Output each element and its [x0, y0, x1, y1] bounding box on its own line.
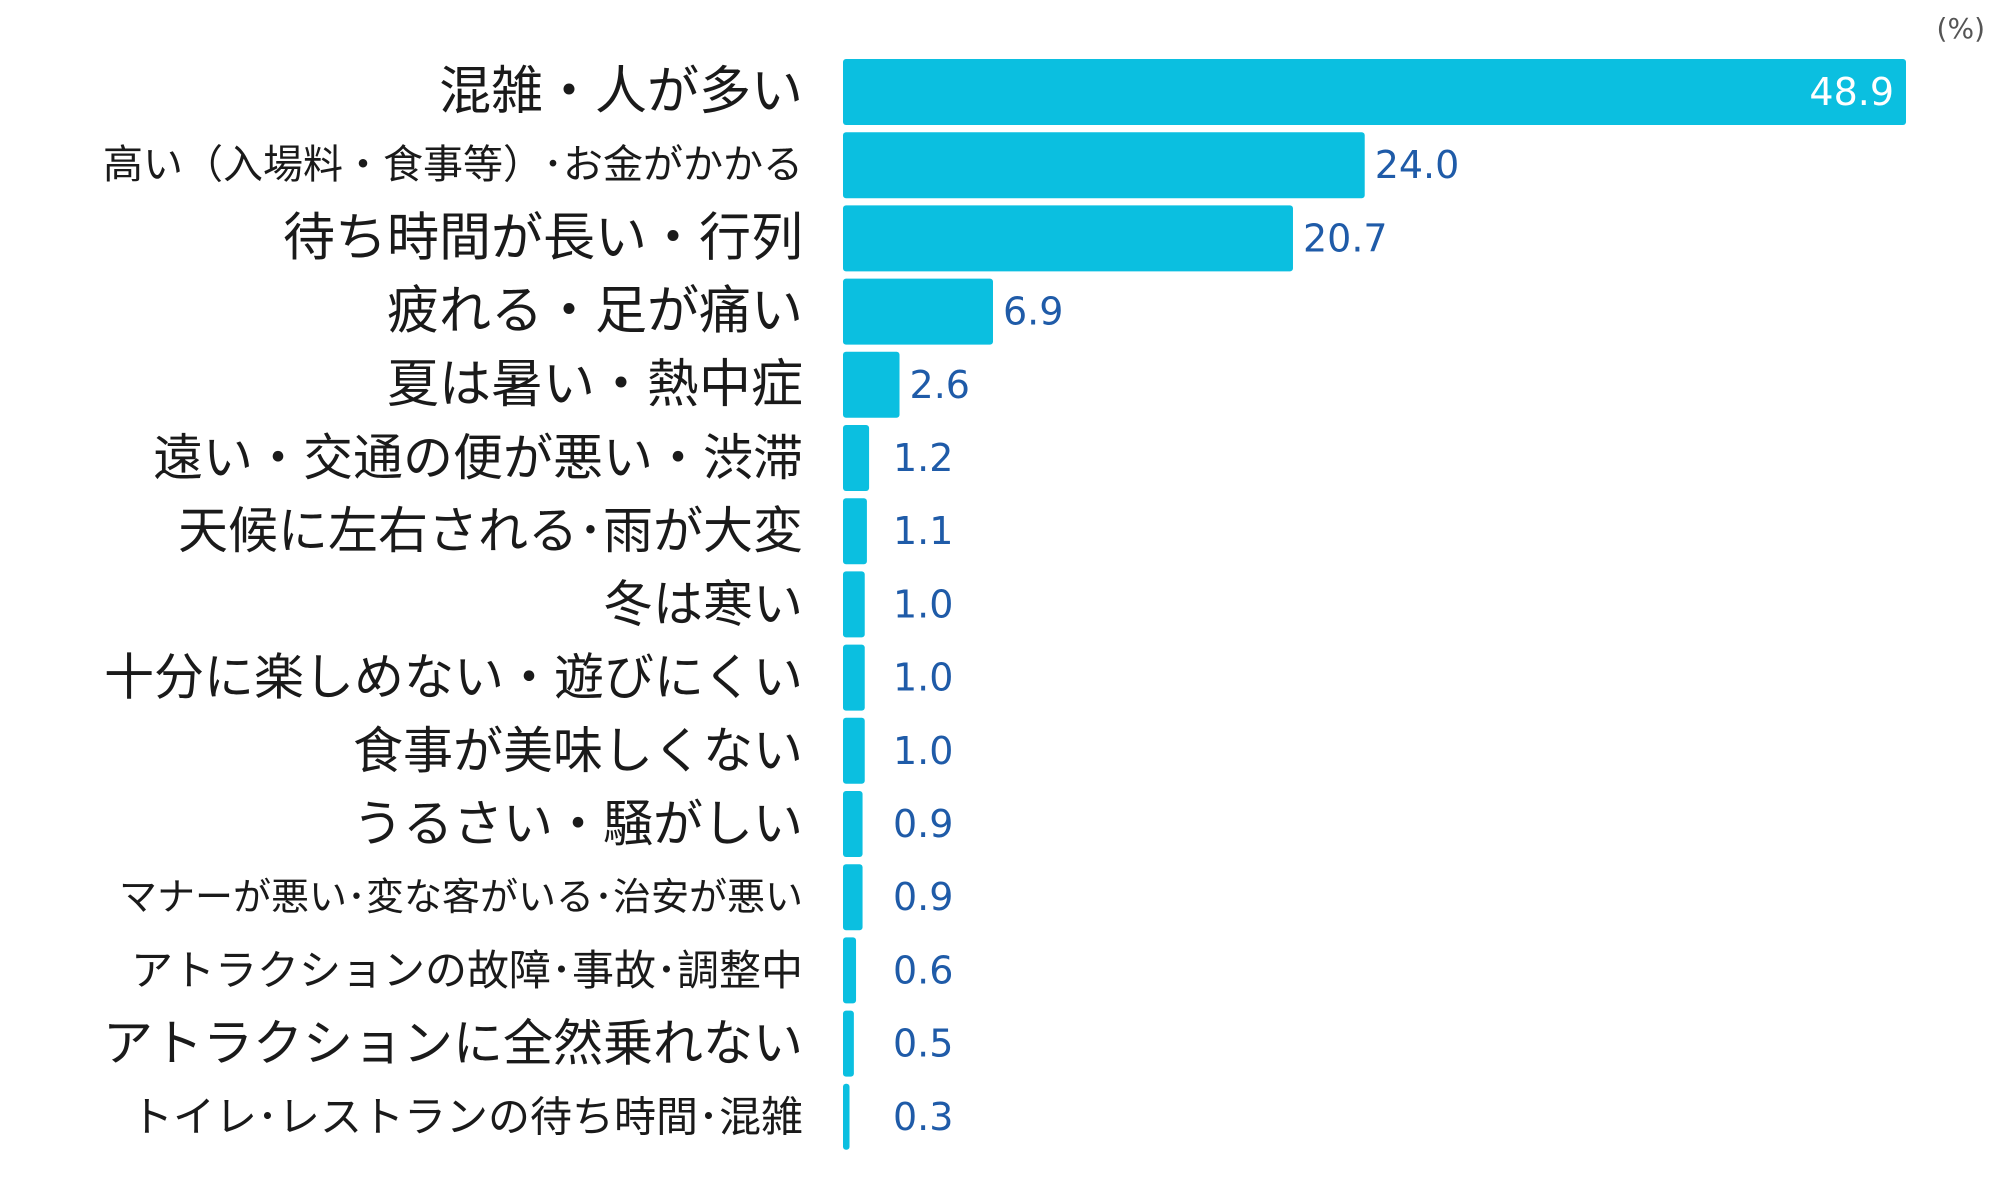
- bars: [843, 59, 1906, 1150]
- category-labels: 混雑・人が多い高い（入場料・食事等）･お金がかかる待ち時間が長い・行列疲れる・足…: [103, 62, 803, 1141]
- category-label: 冬は寒い: [603, 575, 803, 633]
- value-label: 0.5: [893, 1022, 953, 1066]
- category-label: 天候に左右される･雨が大変: [178, 502, 803, 560]
- category-label: 待ち時間が長い・行列: [283, 208, 803, 268]
- category-label: 遠い・交通の便が悪い・渋滞: [153, 429, 803, 487]
- bar: [843, 278, 993, 345]
- bar: [843, 205, 1293, 272]
- bar: [843, 132, 1365, 199]
- category-label: 食事が美味しくない: [353, 722, 803, 780]
- bar: [843, 1010, 854, 1077]
- category-label: 疲れる・足が痛い: [387, 282, 803, 342]
- value-label: 20.7: [1303, 216, 1388, 260]
- value-label: 0.6: [893, 948, 953, 992]
- value-label: 1.0: [893, 582, 953, 626]
- value-label: 0.9: [893, 875, 953, 919]
- value-label: 1.1: [893, 509, 953, 553]
- bar: [843, 717, 865, 784]
- value-label: 6.9: [1003, 290, 1063, 334]
- unit-label: (%): [1937, 12, 1985, 45]
- bar: [843, 791, 863, 857]
- category-label: アトラクションの故障･事故･調整中: [131, 946, 803, 995]
- category-label: 高い（入場料・食事等）･お金がかかる: [103, 142, 803, 188]
- bar: [843, 425, 870, 491]
- bar: [843, 864, 863, 931]
- category-label: トイレ･レストランの待ち時間･混雑: [131, 1092, 803, 1141]
- bar: [843, 1083, 850, 1150]
- category-label: アトラクションに全然乗れない: [103, 1015, 803, 1073]
- value-label: 1.0: [893, 729, 953, 773]
- value-label: 0.3: [893, 1095, 953, 1139]
- category-label: 混雑・人が多い: [439, 62, 803, 122]
- category-label: 夏は暑い・熱中症: [387, 355, 803, 415]
- value-label: 2.6: [910, 363, 970, 407]
- value-label: 48.9: [1809, 70, 1894, 114]
- bar: [843, 59, 1906, 125]
- value-label: 24.0: [1375, 143, 1460, 187]
- category-label: 十分に楽しめない・遊びにくい: [104, 649, 803, 707]
- category-label: マナーが悪い･変な客がいる･治安が悪い: [119, 875, 803, 919]
- bar: [843, 351, 900, 418]
- category-label: うるさい・騒がしい: [353, 795, 803, 853]
- value-label: 0.9: [893, 802, 953, 846]
- bar: [843, 571, 865, 638]
- bar: [843, 937, 857, 1004]
- value-label: 1.2: [893, 436, 953, 480]
- value-label: 1.0: [893, 656, 953, 700]
- bar: [843, 498, 867, 565]
- value-labels: 48.9 24.0 20.7 6.9 2.6 1.2 1.1 1.0 1.0 1.0 0.9 0.9 0…: [893, 70, 1894, 1139]
- bar: [843, 644, 865, 711]
